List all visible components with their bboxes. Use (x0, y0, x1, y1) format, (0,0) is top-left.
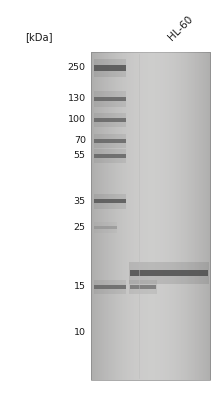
Bar (129, 262, 209, 284)
Bar (94, 149, 126, 163)
Bar (94, 91, 126, 106)
Bar (94, 280, 126, 294)
Text: 100: 100 (68, 116, 86, 124)
Bar (94, 118, 126, 122)
Bar (94, 59, 126, 77)
Text: 25: 25 (74, 223, 86, 232)
Text: 250: 250 (68, 64, 86, 72)
Text: 130: 130 (67, 94, 86, 103)
Text: 10: 10 (74, 328, 86, 337)
Bar (94, 194, 126, 209)
Bar (91, 52, 210, 380)
Bar (130, 270, 208, 276)
Bar (94, 134, 126, 148)
Bar (94, 199, 126, 203)
Bar (129, 280, 157, 294)
Text: 15: 15 (74, 282, 86, 291)
Bar (94, 97, 126, 101)
Text: 70: 70 (74, 136, 86, 145)
Bar (94, 139, 126, 143)
Bar (130, 285, 156, 289)
Bar (94, 113, 126, 127)
Text: 35: 35 (74, 197, 86, 206)
Text: HL-60: HL-60 (166, 14, 195, 42)
Text: [kDa]: [kDa] (25, 32, 53, 42)
Bar (94, 285, 126, 289)
Bar (94, 154, 126, 158)
Text: 55: 55 (74, 152, 86, 160)
Bar (94, 226, 117, 229)
Bar (94, 66, 126, 70)
Bar (94, 222, 117, 233)
